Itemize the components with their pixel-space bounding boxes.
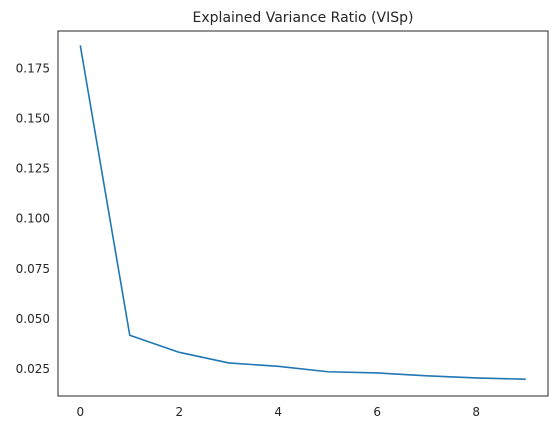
y-tick-label: 0.050 [16, 312, 50, 326]
y-tick-label: 0.025 [16, 362, 50, 376]
y-tick-label: 0.125 [16, 162, 50, 176]
x-tick-label: 2 [175, 405, 183, 419]
y-axis: 0.025 0.050 0.075 0.100 0.125 0.150 0.175 [16, 61, 50, 375]
x-tick-label: 4 [274, 405, 282, 419]
x-tick-label: 8 [472, 405, 480, 419]
x-tick-label: 6 [373, 405, 381, 419]
y-tick-label: 0.075 [16, 262, 50, 276]
x-axis: 0 2 4 6 8 [76, 405, 480, 419]
y-tick-label: 0.150 [16, 112, 50, 126]
plot-area [79, 45, 526, 380]
x-tick-label: 0 [76, 405, 84, 419]
y-tick-label: 0.175 [16, 61, 50, 75]
series-line [79, 45, 526, 380]
chart-title: Explained Variance Ratio (VISp) [193, 10, 414, 26]
y-tick-label: 0.100 [16, 212, 50, 226]
axes-frame [57, 30, 549, 397]
